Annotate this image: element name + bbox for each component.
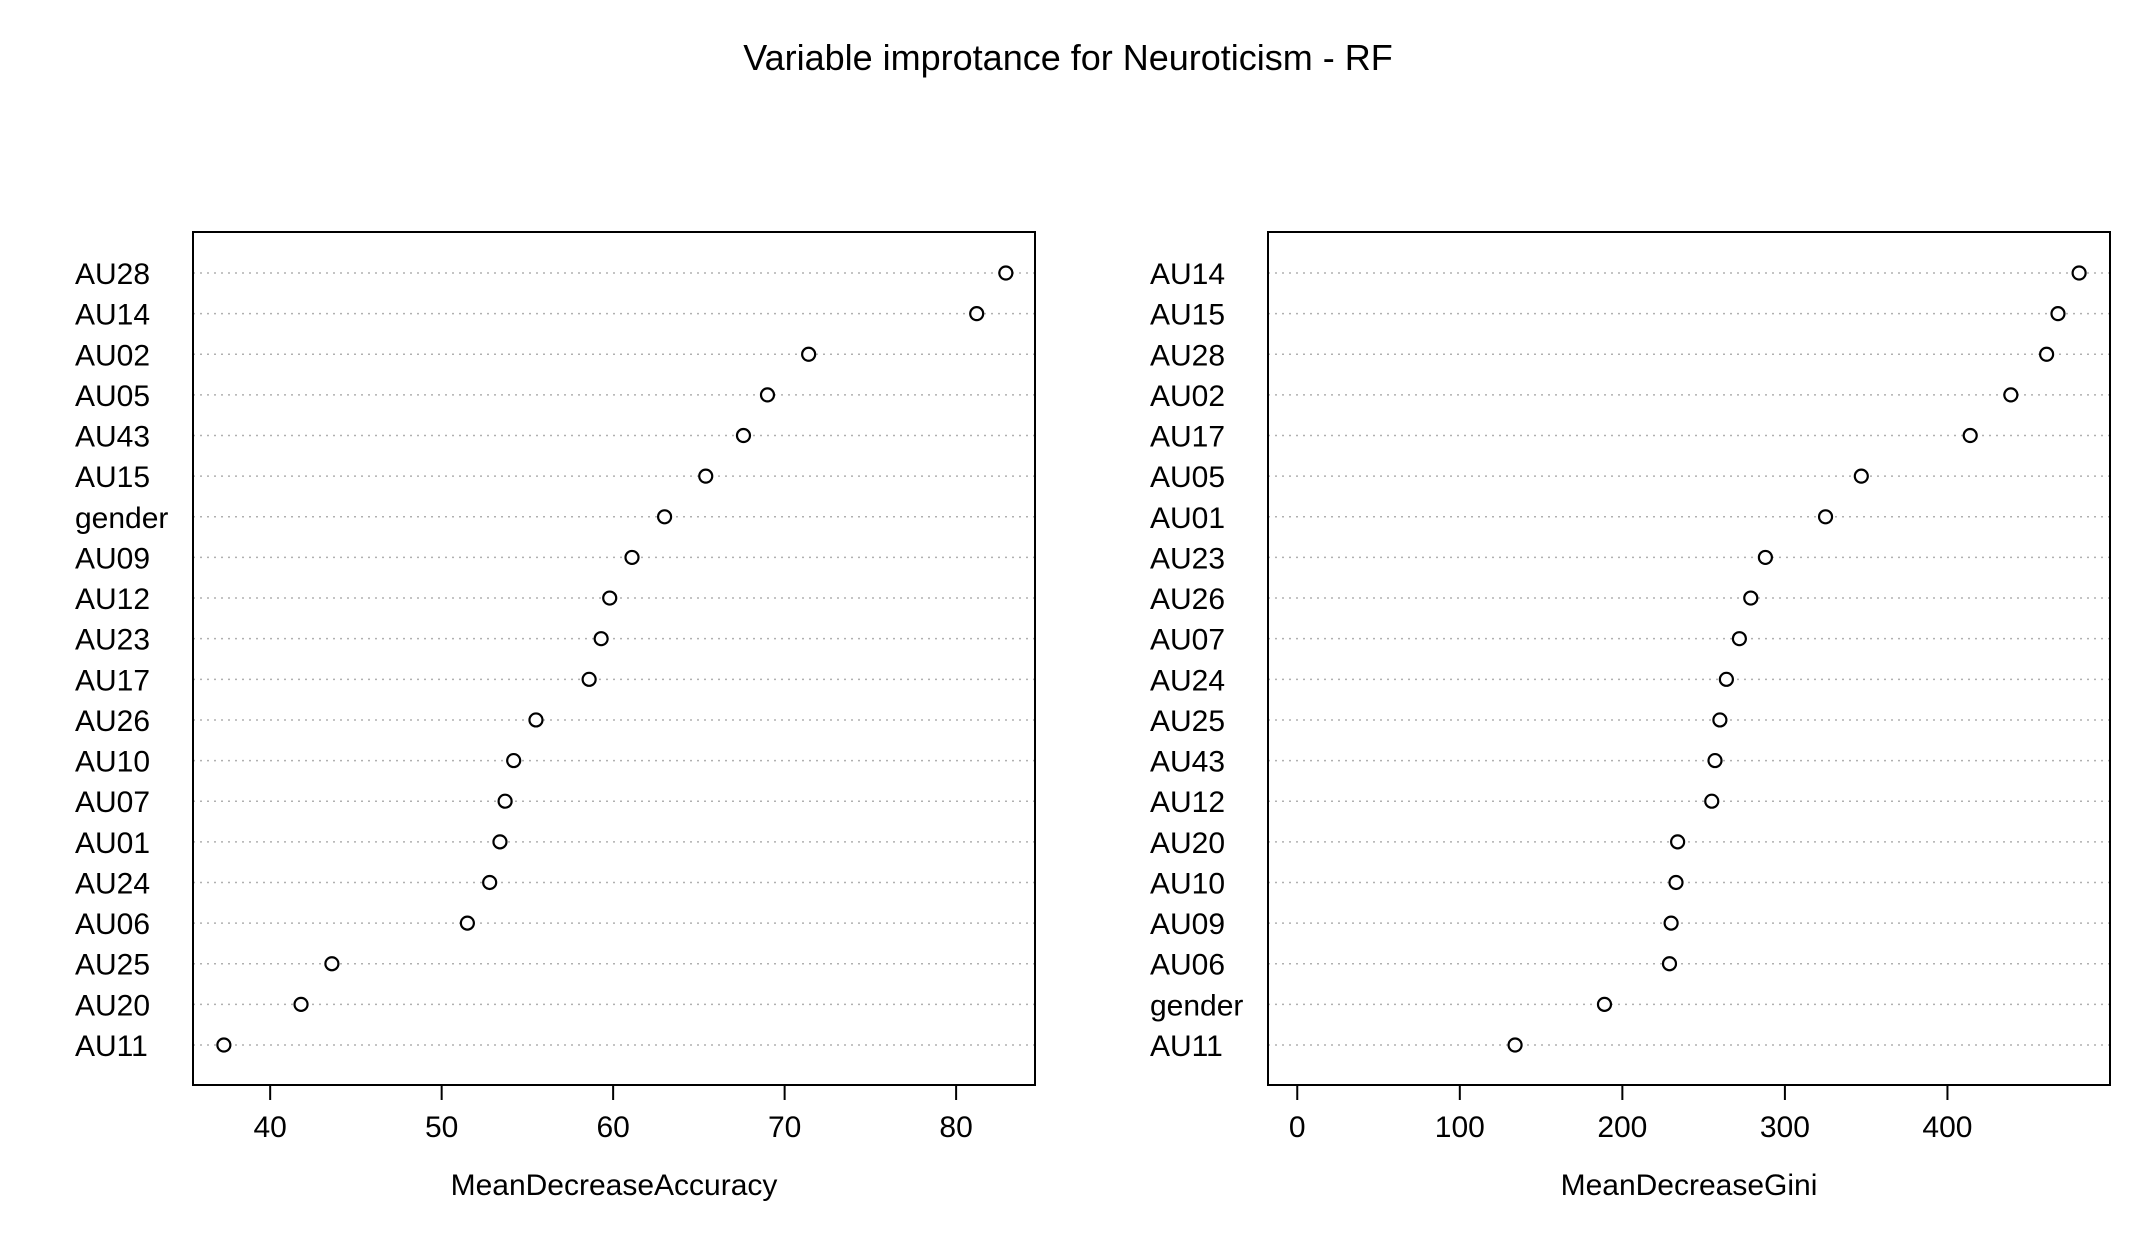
category-label: AU26 — [1150, 583, 1225, 616]
data-point — [998, 265, 1014, 281]
category-label: AU05 — [75, 380, 150, 413]
data-point — [1668, 874, 1684, 891]
data-point — [602, 590, 618, 606]
category-label: gender — [1150, 989, 1243, 1022]
category-label: AU12 — [75, 583, 150, 616]
data-point — [698, 468, 714, 484]
data-point — [1704, 793, 1720, 809]
data-point — [216, 1037, 232, 1053]
category-label: AU25 — [1150, 705, 1225, 738]
data-point — [1670, 834, 1686, 850]
category-label: AU24 — [1150, 664, 1225, 697]
category-label: AU23 — [1150, 542, 1225, 575]
category-label: AU06 — [1150, 949, 1225, 982]
category-label: AU01 — [75, 827, 150, 860]
data-point — [735, 427, 752, 444]
category-label: AU02 — [1150, 380, 1225, 413]
x-tick-label: 400 — [1922, 1111, 1972, 1144]
category-label: AU10 — [1150, 867, 1225, 900]
data-point — [293, 996, 309, 1012]
category-label: AU15 — [1150, 299, 1225, 332]
category-label: AU24 — [75, 867, 150, 900]
data-point — [593, 631, 609, 647]
category-label: AU07 — [75, 786, 150, 819]
data-point — [1817, 509, 1834, 525]
x-tick-label: 50 — [425, 1111, 458, 1144]
category-label: AU20 — [75, 989, 150, 1022]
category-label: AU15 — [75, 461, 150, 494]
category-label: AU43 — [1150, 746, 1225, 779]
data-point — [1707, 752, 1723, 769]
x-tick-label: 100 — [1435, 1111, 1485, 1144]
data-point — [1853, 468, 1869, 484]
data-point — [2003, 387, 2019, 403]
plot-frame — [1267, 231, 2111, 1086]
x-tick-label: 300 — [1760, 1111, 1810, 1144]
data-point — [656, 509, 673, 525]
category-label: gender — [75, 502, 168, 535]
data-point — [1718, 671, 1734, 687]
category-label: AU14 — [75, 299, 150, 332]
category-label: AU23 — [75, 624, 150, 657]
data-point — [492, 834, 508, 850]
data-point — [624, 549, 640, 566]
data-point — [497, 793, 513, 809]
data-point — [459, 915, 475, 931]
category-label: AU11 — [1150, 1030, 1223, 1063]
category-label: AU12 — [1150, 786, 1225, 819]
chart-title: Variable improtance for Neuroticism - RF — [743, 37, 1393, 78]
x-tick-label: 40 — [253, 1111, 286, 1144]
category-label: AU25 — [75, 949, 150, 982]
category-label: AU43 — [75, 421, 150, 454]
plot-frame — [192, 231, 1036, 1086]
data-point — [969, 306, 985, 322]
category-label: AU06 — [75, 908, 150, 941]
data-point — [482, 874, 498, 891]
category-label: AU17 — [1150, 421, 1225, 454]
category-label: AU09 — [75, 542, 150, 575]
category-label: AU28 — [1150, 339, 1225, 372]
data-point — [1712, 712, 1728, 728]
category-label: AU07 — [1150, 624, 1225, 657]
category-label: AU14 — [1150, 258, 1225, 291]
data-point — [1743, 590, 1759, 606]
category-label: AU05 — [1150, 461, 1225, 494]
data-point — [1962, 427, 1978, 444]
x-tick-label: 200 — [1597, 1111, 1647, 1144]
data-point — [1731, 631, 1747, 647]
category-label: AU10 — [75, 746, 150, 779]
category-label: AU09 — [1150, 908, 1225, 941]
data-point — [1596, 996, 1613, 1012]
dotchart-gini: AU14 AU15 AU28 AU02 AU17 AU05 AU01 AU23 AU26 AU07… — [1150, 231, 2111, 1202]
data-point — [2050, 306, 2066, 322]
data-point — [1663, 915, 1679, 931]
data-point — [2039, 346, 2055, 362]
data-point — [528, 712, 544, 728]
x-tick-label: 80 — [939, 1111, 972, 1144]
category-label: AU20 — [1150, 827, 1225, 860]
x-tick-label: 70 — [768, 1111, 801, 1144]
category-label: AU02 — [75, 339, 150, 372]
x-axis-label: MeanDecreaseGini — [1561, 1169, 1818, 1202]
data-point — [581, 671, 597, 687]
category-label: AU28 — [75, 258, 150, 291]
x-tick-label: 60 — [596, 1111, 629, 1144]
category-label: AU01 — [1150, 502, 1225, 535]
category-label: AU26 — [75, 705, 150, 738]
data-point — [759, 387, 776, 403]
data-point — [1661, 956, 1678, 972]
data-point — [1507, 1037, 1523, 1053]
category-label: AU17 — [75, 664, 150, 697]
data-point — [506, 752, 522, 769]
data-point — [2071, 265, 2087, 281]
category-label: AU11 — [75, 1030, 148, 1063]
dotchart-accuracy: AU28 AU14 AU02 AU05 AU43 AU15 gender AU09 AU12 AU… — [75, 231, 1036, 1202]
data-point — [324, 956, 340, 972]
data-point — [801, 346, 817, 362]
x-axis-label: MeanDecreaseAccuracy — [451, 1169, 778, 1202]
x-tick-label: 0 — [1289, 1111, 1306, 1144]
data-point — [1757, 549, 1773, 566]
